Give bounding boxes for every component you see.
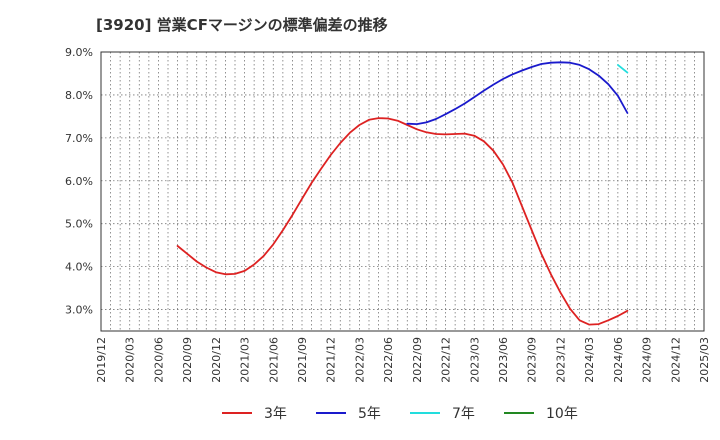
- legend-label-5年: 5年: [358, 406, 381, 422]
- x-tick-label: 2020/03: [124, 337, 137, 383]
- x-tick-label: 2022/09: [411, 337, 424, 383]
- x-tick-label: 2024/12: [669, 337, 682, 383]
- x-tick-label: 2023/03: [468, 337, 481, 383]
- x-tick-label: 2020/12: [210, 337, 223, 383]
- legend-label-3年: 3年: [264, 406, 287, 422]
- x-tick-label: 2022/06: [382, 337, 395, 383]
- plot-background: [101, 52, 704, 331]
- y-tick-label: 4.0%: [65, 261, 93, 274]
- legend-label-10年: 10年: [546, 406, 578, 422]
- y-tick-label: 6.0%: [65, 175, 93, 188]
- x-tick-label: 2025/03: [698, 337, 711, 383]
- y-tick-label: 8.0%: [65, 89, 93, 102]
- x-tick-label: 2022/03: [353, 337, 366, 383]
- series-lines: [176, 61, 629, 326]
- series-line-7年: [617, 64, 629, 74]
- x-tick-label: 2020/06: [152, 337, 165, 383]
- chart-title: [3920] 営業CFマージンの標準偏差の推移: [96, 16, 388, 34]
- x-tick-label: 2021/09: [296, 337, 309, 383]
- y-tick-label: 7.0%: [65, 132, 93, 145]
- x-tick-label: 2022/12: [440, 337, 453, 383]
- x-tick-label: 2019/12: [95, 337, 108, 383]
- legend-label-7年: 7年: [452, 406, 475, 422]
- series-line-5年: [406, 61, 629, 125]
- grid: [101, 51, 704, 331]
- x-tick-label: 2024/09: [641, 337, 654, 383]
- x-tick-label: 2024/06: [612, 337, 625, 383]
- x-tick-label: 2020/09: [181, 337, 194, 383]
- y-tick-label: 3.0%: [65, 304, 93, 317]
- y-axis-ticks: 3.0% 4.0% 5.0% 6.0% 7.0% 8.0% 9.0%: [65, 46, 93, 317]
- x-tick-label: 2021/12: [325, 337, 338, 383]
- y-tick-label: 9.0%: [65, 46, 93, 59]
- x-tick-label: 2021/06: [267, 337, 280, 383]
- x-tick-label: 2024/03: [583, 337, 596, 383]
- y-tick-label: 5.0%: [65, 218, 93, 231]
- x-axis-ticks: 2019/12 2020/03 2020/06 2020/09 2020/12 2021/…: [95, 337, 711, 383]
- x-tick-label: 2023/12: [554, 337, 567, 383]
- legend: 3年 5年 7年 10年: [222, 406, 578, 422]
- x-tick-label: 2023/06: [497, 337, 510, 383]
- x-tick-label: 2021/03: [239, 337, 252, 383]
- x-tick-label: 2023/09: [526, 337, 539, 383]
- plot-frame: [100, 51, 705, 332]
- series-line-3年: [176, 117, 629, 326]
